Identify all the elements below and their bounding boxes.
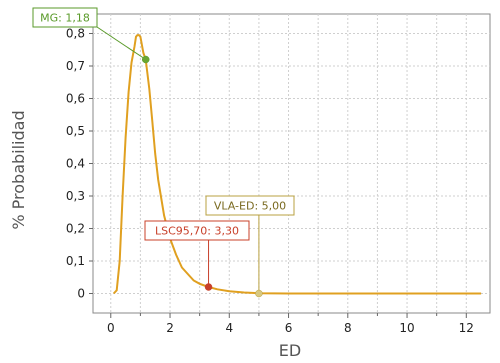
probability-line [112,34,482,295]
callout-1: LSC95,70: 3,30 [144,220,250,291]
callout-label: VLA-ED: 5,00 [214,200,286,213]
y-tick-label: 0,6 [66,92,85,106]
x-tick-label: 4 [225,321,233,335]
x-tick-label: 2 [166,321,174,335]
x-tick-label: 10 [399,321,414,335]
x-tick-label: 6 [285,321,293,335]
callout-2: VLA-ED: 5,00 [205,195,295,298]
x-tick-label: 0 [107,321,115,335]
y-tick-label: 0,7 [66,59,85,73]
y-tick-label: 0,2 [66,222,85,236]
y-tick-label: 0,3 [66,189,85,203]
y-axis-title: % Probabilidad [9,110,28,229]
y-tick-label: 0 [77,287,85,301]
x-axis-title: ED [279,341,301,360]
y-tick-label: 0,5 [66,124,85,138]
callout-box [144,220,250,241]
callout-point [204,283,213,291]
x-tick-label: 12 [459,321,474,335]
x-tick-label: 8 [344,321,352,335]
callout-connector [96,26,147,60]
callout-point [255,289,263,298]
callout-box [32,7,98,28]
callout-box [205,195,295,216]
callout-label: MG: 1,18 [40,12,90,25]
y-tick-label: 0,8 [66,27,85,41]
callout-label: LSC95,70: 3,30 [155,225,239,238]
plot-area [92,13,491,314]
callout-point [141,55,150,64]
y-axis-ticks: 0 0,1 0,2 0,3 0,4 0,5 0,6 0,7 0,8 [66,27,93,301]
callout-0: MG: 1,18 [32,7,150,64]
y-tick-label: 0,4 [66,157,85,171]
x-axis-ticks: 0 2 4 6 8 10 12 [107,313,474,335]
y-tick-label: 0,1 [66,254,85,268]
callouts: MG: 1,18 LSC95,70: 3,30 VLA-ED: 5,00 [32,7,295,298]
